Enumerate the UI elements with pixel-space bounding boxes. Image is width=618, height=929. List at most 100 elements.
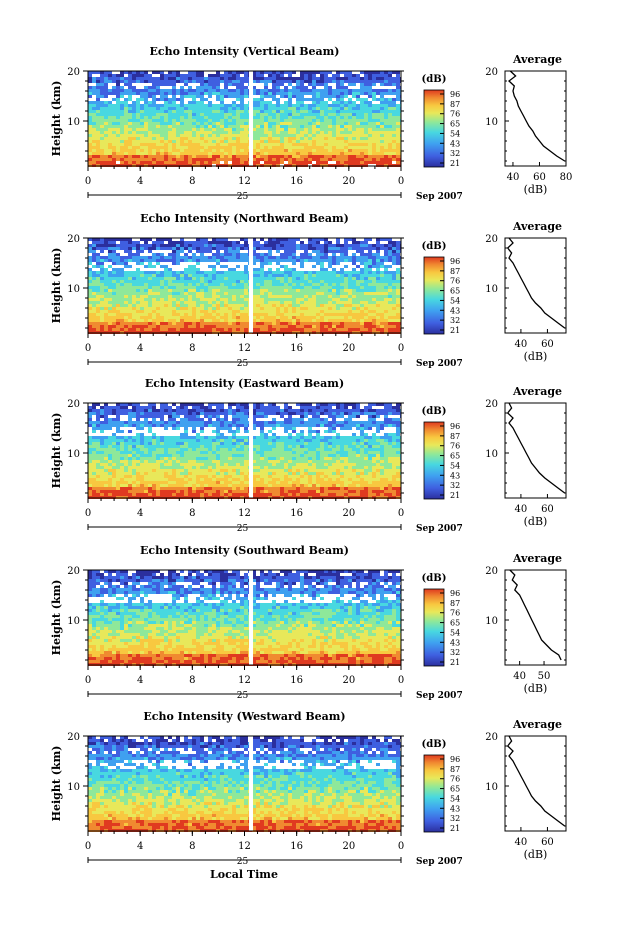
heatmap-cell	[336, 304, 340, 307]
heatmap-cell	[228, 289, 232, 292]
heatmap-cell	[300, 122, 304, 125]
heatmap-cell	[164, 101, 168, 104]
heatmap-cell	[240, 307, 244, 310]
x-tick-label: 0	[85, 176, 91, 187]
heatmap-cell	[304, 310, 308, 313]
heatmap-cell	[316, 304, 320, 307]
y-tick-label: 10	[67, 284, 80, 295]
heatmap-cell	[372, 262, 376, 265]
heatmap-cell	[176, 116, 180, 119]
panel-title: Echo Intensity (Northward Beam)	[140, 212, 349, 225]
heatmap-cell	[292, 131, 296, 134]
heatmap-cell	[364, 289, 368, 292]
heatmap-cell	[368, 283, 372, 286]
heatmap-cell	[100, 134, 104, 137]
heatmap-cell	[92, 259, 96, 262]
heatmap-cell	[156, 283, 160, 286]
heatmap-cell	[224, 149, 228, 152]
heatmap-cell	[252, 77, 256, 80]
heatmap-cell	[332, 110, 336, 113]
colorbar-tick-label: 87	[450, 267, 460, 276]
heatmap-cell	[312, 310, 316, 313]
heatmap-cell	[340, 322, 344, 325]
heatmap-cell	[256, 134, 260, 137]
heatmap-cell	[112, 110, 116, 113]
heatmap-cell	[308, 304, 312, 307]
heatmap-cell	[112, 319, 116, 322]
heatmap-cell	[356, 131, 360, 134]
heatmap-cell	[392, 253, 396, 256]
heatmap-cell	[124, 313, 128, 316]
heatmap-cell	[240, 238, 244, 241]
heatmap-cell	[344, 155, 348, 158]
heatmap-cell	[88, 295, 92, 298]
heatmap-cell	[356, 146, 360, 149]
heatmap-cell	[96, 113, 100, 116]
heatmap-cell	[392, 137, 396, 140]
heatmap-cell	[348, 143, 352, 146]
heatmap-cell	[344, 316, 348, 319]
heatmap-cell	[112, 262, 116, 265]
heatmap-cell	[88, 244, 92, 247]
heatmap-cell	[320, 244, 324, 247]
heatmap-cell	[144, 241, 148, 244]
heatmap-cell	[148, 301, 152, 304]
heatmap-cell	[120, 95, 124, 98]
heatmap-cell	[380, 107, 384, 110]
heatmap-cell	[216, 113, 220, 116]
heatmap-cell	[204, 247, 208, 250]
heatmap-cell	[232, 158, 236, 161]
heatmap-cell	[292, 244, 296, 247]
heatmap-cell	[112, 277, 116, 280]
heatmap-cell	[268, 283, 272, 286]
heatmap-cell	[168, 122, 172, 125]
heatmap-cell	[264, 119, 268, 122]
heatmap-cell	[320, 110, 324, 113]
heatmap-cell	[148, 313, 152, 316]
heatmap-cell	[212, 307, 216, 310]
heatmap-cell	[332, 298, 336, 301]
heatmap-cell	[284, 104, 288, 107]
heatmap-cell	[128, 86, 132, 89]
heatmap-cell	[272, 328, 276, 331]
heatmap-cell	[396, 310, 400, 313]
heatmap-cell	[368, 80, 372, 83]
heatmap-cell	[228, 298, 232, 301]
heatmap-cell	[144, 277, 148, 280]
heatmap-cell	[308, 238, 312, 241]
heatmap-cell	[288, 80, 292, 83]
heatmap-cell	[384, 77, 388, 80]
heatmap-cell	[396, 95, 400, 98]
heatmap-cell	[308, 241, 312, 244]
x-tick-label: 0	[398, 343, 404, 354]
heatmap-cell	[328, 140, 332, 143]
heatmap-cell	[192, 98, 196, 101]
heatmap-cell	[252, 101, 256, 104]
heatmap-cell	[244, 116, 248, 119]
heatmap-cell	[280, 238, 284, 241]
heatmap-cell	[368, 292, 372, 295]
heatmap-cell	[104, 256, 108, 259]
heatmap-cell	[92, 77, 96, 80]
heatmap-cell	[312, 74, 316, 77]
heatmap-cell	[288, 158, 292, 161]
heatmap-cell	[376, 146, 380, 149]
heatmap-cell	[300, 271, 304, 274]
heatmap-cell	[172, 128, 176, 131]
heatmap-cell	[188, 71, 192, 74]
heatmap-cell	[164, 265, 168, 268]
heatmap-cell	[296, 80, 300, 83]
heatmap-cell	[156, 280, 160, 283]
heatmap-cell	[188, 256, 192, 259]
heatmap-cell	[212, 113, 216, 116]
heatmap-cell	[328, 110, 332, 113]
heatmap-cell	[176, 158, 180, 161]
heatmap-cell	[140, 110, 144, 113]
heatmap-cell	[392, 110, 396, 113]
heatmap-cell	[304, 77, 308, 80]
heatmap-cell	[344, 250, 348, 253]
heatmap-cell	[120, 125, 124, 128]
heatmap-cell	[116, 95, 120, 98]
heatmap-cell	[340, 119, 344, 122]
heatmap-cell	[312, 80, 316, 83]
